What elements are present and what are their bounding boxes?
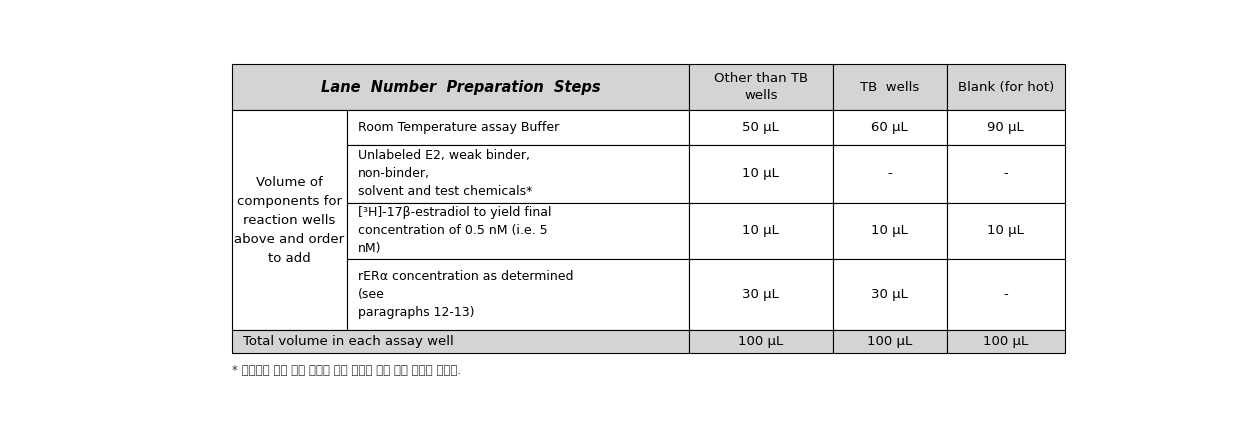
Text: 100 μL: 100 μL <box>983 335 1028 348</box>
Text: 10 μL: 10 μL <box>871 224 908 237</box>
Bar <box>347 110 690 145</box>
Text: 90 μL: 90 μL <box>988 121 1025 134</box>
Text: * 허용되는 용매 농도 내에서 최종 농도를 얻기 위해 적절히 제조됨.: * 허용되는 용매 농도 내에서 최종 농도를 얻기 위해 적절히 제조됨. <box>232 364 461 378</box>
Bar <box>833 259 947 330</box>
Text: 60 μL: 60 μL <box>871 121 908 134</box>
Bar <box>232 64 690 110</box>
Bar <box>347 203 690 259</box>
Bar <box>690 259 833 330</box>
Bar <box>947 64 1065 110</box>
Text: 100 μL: 100 μL <box>866 335 912 348</box>
Text: Other than TB
wells: Other than TB wells <box>714 72 808 102</box>
Text: -: - <box>1004 167 1009 180</box>
Text: TB  wells: TB wells <box>860 81 920 94</box>
Text: rERα concentration as determined
(see
paragraphs 12-13): rERα concentration as determined (see pa… <box>358 270 574 319</box>
Text: 100 μL: 100 μL <box>738 335 784 348</box>
Bar <box>947 145 1065 203</box>
Bar <box>833 330 947 353</box>
Bar <box>347 145 690 203</box>
Bar <box>947 330 1065 353</box>
Text: Blank (for hot): Blank (for hot) <box>958 81 1054 94</box>
Bar <box>690 145 833 203</box>
Bar <box>833 110 947 145</box>
Text: [³H]-17β-estradiol to yield final
concentration of 0.5 nM (i.e. 5
nM): [³H]-17β-estradiol to yield final concen… <box>358 206 551 255</box>
Text: -: - <box>1004 288 1009 301</box>
Bar <box>690 203 833 259</box>
Text: Total volume in each assay well: Total volume in each assay well <box>243 335 455 348</box>
Text: 10 μL: 10 μL <box>743 167 780 180</box>
Bar <box>232 330 690 353</box>
Bar <box>690 110 833 145</box>
Text: 10 μL: 10 μL <box>743 224 780 237</box>
Text: 10 μL: 10 μL <box>988 224 1025 237</box>
Bar <box>947 259 1065 330</box>
Text: 30 μL: 30 μL <box>743 288 780 301</box>
Bar <box>947 110 1065 145</box>
Bar <box>947 203 1065 259</box>
Text: Room Temperature assay Buffer: Room Temperature assay Buffer <box>358 121 560 134</box>
Text: Volume of
components for
reaction wells
above and order
to add: Volume of components for reaction wells … <box>235 176 345 265</box>
Text: 50 μL: 50 μL <box>743 121 780 134</box>
Text: Lane  Number  Preparation  Steps: Lane Number Preparation Steps <box>321 80 601 95</box>
Text: Unlabeled E2, weak binder,
non-binder,
solvent and test chemicals*: Unlabeled E2, weak binder, non-binder, s… <box>358 149 533 198</box>
Bar <box>833 203 947 259</box>
Bar <box>347 259 690 330</box>
Bar <box>833 145 947 203</box>
Bar <box>232 110 347 330</box>
Text: -: - <box>887 167 892 180</box>
Bar <box>690 330 833 353</box>
Bar <box>690 64 833 110</box>
Text: 30 μL: 30 μL <box>871 288 908 301</box>
Bar <box>833 64 947 110</box>
